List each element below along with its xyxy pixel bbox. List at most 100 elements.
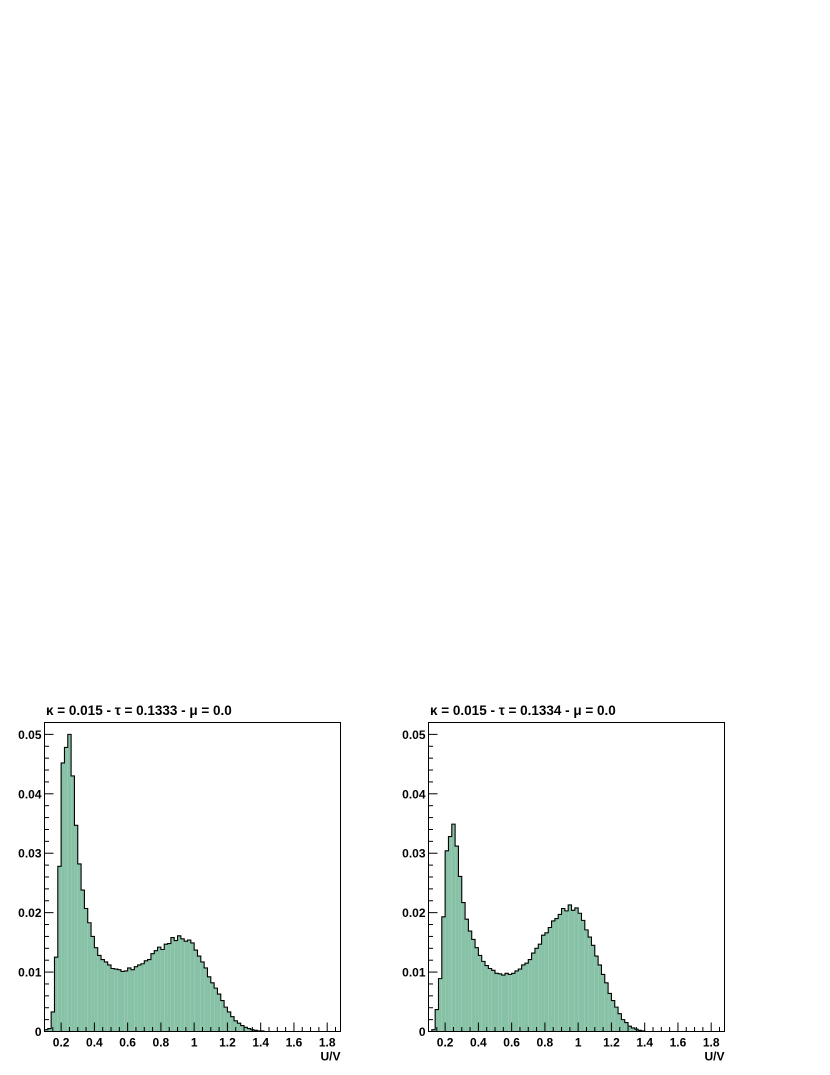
histogram-bin [194,950,198,1032]
histogram-bin [638,1030,642,1032]
histogram-bin [157,947,161,1032]
histogram-bin [117,969,121,1032]
histogram-bin [614,1007,619,1032]
histogram-bin [631,1027,635,1032]
histogram-bin [554,918,559,1032]
histogram-bin [564,910,569,1032]
histogram-bin [558,914,562,1032]
histogram-bin [247,1028,251,1032]
x-tick-label: 0.8 [153,1036,170,1050]
histogram-bin [471,939,476,1032]
histogram-bin [601,974,605,1032]
histogram-bin [514,970,519,1032]
histogram-bin [187,939,191,1032]
histogram-bin [581,920,585,1032]
x-tick-label: 1.4 [636,1036,653,1050]
histogram-bin [524,963,529,1032]
histogram-bin [254,1030,258,1032]
histogram-bin [621,1019,625,1032]
histogram-bin [67,734,72,1032]
histogram-bin [551,920,555,1032]
histogram-bin [220,1000,225,1032]
histogram-bin [501,975,505,1032]
histogram-bin [451,824,456,1032]
histogram-bin [538,944,542,1032]
histogram-bin [468,931,472,1032]
histogram-bin [544,932,549,1032]
histogram-bin [144,960,148,1032]
y-tick-label: 0.04 [18,787,42,801]
x-axis-label: U/V [704,1050,724,1064]
histogram-bin [150,953,155,1032]
histogram-bin [591,945,595,1032]
y-tick-label: 0.01 [402,966,426,980]
x-tick-label: 1.8 [703,1036,720,1050]
y-tick-label: 0.03 [18,847,42,861]
histogram-bin [465,919,469,1032]
histogram-bin [101,959,105,1032]
histogram-bin [237,1023,241,1032]
y-tick-label: 0.05 [18,728,42,742]
x-tick-label: 0.4 [470,1036,487,1050]
histogram-bin [481,961,486,1032]
histogram-bin [611,1000,615,1032]
histogram-bin [177,935,181,1032]
histogram-bin [207,976,211,1032]
histogram-bin [498,973,502,1032]
histogram-bin [230,1016,235,1032]
histogram-bin [227,1011,231,1032]
y-axis: 0 0.01 0.02 0.03 0.04 0.05 [18,722,54,1039]
histogram-bin [147,959,151,1032]
x-tick-label: 0.2 [53,1036,70,1050]
y-tick-label: 0 [35,1025,42,1039]
histogram-bin [521,964,525,1032]
histogram-bin [541,935,545,1032]
histogram-bin [190,942,195,1032]
histogram-bin [485,965,489,1032]
histogram-bin [594,956,599,1032]
x-tick-label: 0.2 [437,1036,454,1050]
histogram-bin [598,964,602,1032]
x-tick-label: 1.2 [603,1036,620,1050]
histogram-bin [604,982,609,1032]
histogram-bin [455,846,459,1032]
histogram-bin [461,902,466,1032]
y-axis: 0 0.01 0.02 0.03 0.04 0.05 [402,722,438,1039]
histogram-bin [445,850,449,1032]
histogram-bin [54,957,58,1032]
histogram-bin [518,969,522,1032]
histogram-bin [140,963,145,1032]
x-tick-label: 0.4 [86,1036,103,1050]
histogram-bin [240,1025,245,1032]
histogram-bin [495,973,499,1032]
histogram-bin [120,971,125,1032]
y-tick-label: 0.01 [18,966,42,980]
histogram-bin [81,890,85,1032]
histogram-bin [511,973,515,1032]
histogram-bin [111,968,115,1032]
histogram-bin [561,908,565,1032]
histogram-bin [478,955,482,1032]
histogram-bin [438,978,442,1032]
histogram-bin [618,1013,622,1032]
x-tick-label: 0.6 [503,1036,520,1050]
histogram-bin [448,836,452,1032]
x-tick-label: 1 [191,1036,198,1050]
histogram-bin [134,966,138,1032]
histogram-bin [431,1029,436,1032]
x-tick-label: 0.6 [119,1036,136,1050]
histogram-bin [578,913,582,1032]
histogram-bin [64,747,68,1032]
histogram-bin [574,907,579,1032]
x-tick-label: 1.6 [286,1036,303,1050]
histogram-bin [61,762,65,1032]
y-tick-label: 0.02 [402,906,426,920]
histogram-bin [608,993,612,1032]
x-tick-label: 1.4 [252,1036,269,1050]
histogram-bin [224,1007,228,1032]
histogram-bin [488,968,492,1032]
histogram-bin [164,944,168,1032]
histogram-bins [44,734,265,1032]
x-tick-label: 1 [575,1036,582,1050]
histogram-bin [475,947,479,1032]
